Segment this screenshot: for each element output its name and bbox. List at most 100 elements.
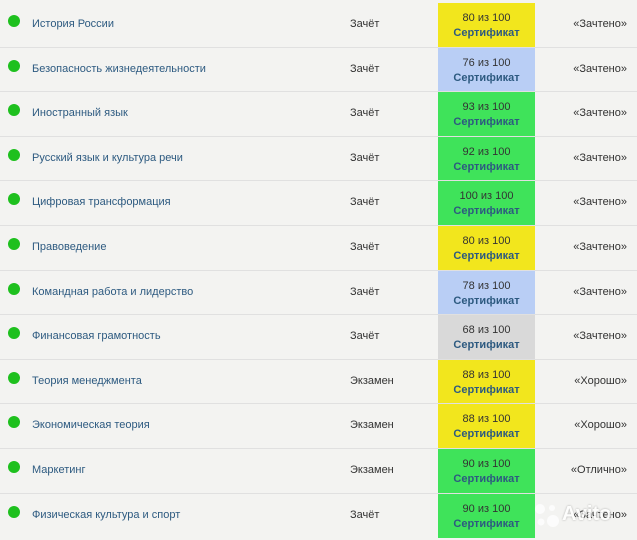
assessment-type: Зачёт bbox=[350, 18, 380, 30]
score-value: 88 из 100 bbox=[462, 368, 511, 381]
score-cell: 92 из 100 Сертификат bbox=[438, 136, 535, 181]
table-row: Экономическая теория Экзамен 88 из 100 С… bbox=[0, 404, 637, 449]
score-cell: 80 из 100 Сертификат bbox=[438, 225, 535, 270]
certificate-link[interactable]: Сертификат bbox=[453, 249, 520, 262]
subject-name[interactable]: Экономическая теория bbox=[32, 419, 150, 432]
table-row: Иностранный язык Зачёт 93 из 100 Сертифи… bbox=[0, 92, 637, 137]
assessment-type: Зачёт bbox=[350, 107, 380, 120]
subject-name[interactable]: Командная работа и лидерство bbox=[32, 285, 194, 298]
status-dot bbox=[8, 193, 20, 206]
status-dot bbox=[8, 59, 20, 72]
table-row: Командная работа и лидерство Зачёт 78 из… bbox=[0, 270, 637, 316]
certificate-link[interactable]: Сертификат bbox=[453, 71, 520, 84]
score-cell: 90 из 100 Сертификат bbox=[438, 493, 535, 539]
certificate-link[interactable]: Сертификат bbox=[453, 428, 520, 441]
score-cell: 100 из 100 Сертификат bbox=[438, 181, 535, 225]
assessment-type: Экзамен bbox=[350, 374, 394, 387]
status-dot bbox=[8, 416, 20, 429]
subject-name[interactable]: Цифровая трансформация bbox=[32, 196, 171, 209]
table-row: Русский язык и культура речи Зачёт 92 из… bbox=[0, 136, 637, 182]
score-value: 88 из 100 bbox=[462, 413, 511, 426]
status-dot bbox=[8, 371, 20, 384]
grade-result: «Хорошо» bbox=[574, 419, 627, 432]
score-cell: 93 из 100 Сертификат bbox=[438, 92, 535, 136]
table-row: История России Зачёт 80 из 100 Сертифика… bbox=[0, 3, 637, 48]
subject-name[interactable]: Правоведение bbox=[32, 240, 107, 253]
avito-watermark: Avito bbox=[532, 498, 632, 534]
grade-result: «Хорошо» bbox=[574, 374, 627, 387]
score-value: 90 из 100 bbox=[462, 502, 511, 515]
table-row: Правоведение Зачёт 80 из 100 Сертификат … bbox=[0, 225, 637, 271]
status-dot bbox=[8, 148, 20, 161]
certificate-link[interactable]: Сертификат bbox=[453, 294, 520, 307]
subject-name[interactable]: Маркетинг bbox=[32, 463, 86, 476]
score-cell: 88 из 100 Сертификат bbox=[438, 404, 535, 448]
assessment-type: Зачёт bbox=[350, 62, 380, 75]
grade-result: «Зачтено» bbox=[573, 285, 627, 298]
grade-result: «Зачтено» bbox=[573, 62, 627, 75]
grade-result: «Зачтено» bbox=[573, 508, 627, 521]
status-dot bbox=[8, 505, 20, 518]
score-cell: 76 из 100 Сертификат bbox=[438, 47, 535, 92]
grade-result: «Зачтено» bbox=[573, 18, 627, 30]
certificate-link[interactable]: Сертификат bbox=[453, 116, 520, 129]
avito-logo-icon bbox=[535, 504, 559, 527]
table-row: Безопасность жизнедеятельности Зачёт 76 … bbox=[0, 47, 637, 93]
status-dot bbox=[8, 327, 20, 340]
certificate-link[interactable]: Сертификат bbox=[453, 517, 520, 530]
score-value: 92 из 100 bbox=[462, 145, 511, 158]
grade-result: «Зачтено» bbox=[573, 240, 627, 253]
assessment-type: Экзамен bbox=[350, 463, 394, 476]
subject-name[interactable]: Безопасность жизнедеятельности bbox=[32, 62, 206, 75]
score-value: 76 из 100 bbox=[462, 56, 511, 69]
grade-result: «Зачтено» bbox=[573, 107, 627, 120]
subject-name[interactable]: Русский язык и культура речи bbox=[32, 151, 183, 164]
certificate-link[interactable]: Сертификат bbox=[453, 383, 520, 396]
score-value: 93 из 100 bbox=[462, 101, 511, 114]
status-dot bbox=[8, 237, 20, 250]
score-cell: 88 из 100 Сертификат bbox=[438, 359, 535, 404]
certificate-link[interactable]: Сертификат bbox=[453, 205, 520, 218]
watermark-text: Avito bbox=[562, 503, 612, 525]
table-row: Цифровая трансформация Зачёт 100 из 100 … bbox=[0, 181, 637, 226]
score-value: 90 из 100 bbox=[462, 457, 511, 470]
score-value: 80 из 100 bbox=[462, 12, 511, 24]
assessment-type: Зачёт bbox=[350, 330, 380, 343]
status-dot bbox=[8, 104, 20, 117]
assessment-type: Экзамен bbox=[350, 419, 394, 432]
certificate-link[interactable]: Сертификат bbox=[453, 27, 520, 39]
subject-name[interactable]: История России bbox=[32, 18, 114, 30]
score-value: 68 из 100 bbox=[462, 324, 511, 337]
certificate-link[interactable]: Сертификат bbox=[453, 339, 520, 352]
certificate-link[interactable]: Сертификат bbox=[453, 472, 520, 485]
table-row: Маркетинг Экзамен 90 из 100 Сертификат «… bbox=[0, 448, 637, 494]
table-row: Физическая культура и спорт Зачёт 90 из … bbox=[0, 493, 637, 539]
subject-name[interactable]: Теория менеджмента bbox=[32, 374, 142, 387]
certificate-link[interactable]: Сертификат bbox=[453, 160, 520, 173]
subject-name[interactable]: Физическая культура и спорт bbox=[32, 508, 181, 521]
score-cell: 68 из 100 Сертификат bbox=[438, 315, 535, 359]
grade-result: «Зачтено» bbox=[573, 330, 627, 343]
score-value: 80 из 100 bbox=[462, 234, 511, 247]
status-dot bbox=[8, 282, 20, 295]
table-row: Финансовая грамотность Зачёт 68 из 100 С… bbox=[0, 315, 637, 360]
status-dot bbox=[8, 15, 20, 27]
assessment-type: Зачёт bbox=[350, 240, 380, 253]
subject-name[interactable]: Иностранный язык bbox=[32, 107, 128, 120]
score-value: 78 из 100 bbox=[462, 279, 511, 292]
score-cell: 80 из 100 Сертификат bbox=[438, 3, 535, 47]
grade-result: «Отлично» bbox=[570, 463, 627, 476]
assessment-type: Зачёт bbox=[350, 508, 380, 521]
assessment-type: Зачёт bbox=[350, 196, 380, 209]
grades-table: История России Зачёт 80 из 100 Сертифика… bbox=[0, 3, 637, 539]
subject-name[interactable]: Финансовая грамотность bbox=[32, 330, 161, 343]
assessment-type: Зачёт bbox=[350, 151, 380, 164]
grade-result: «Зачтено» bbox=[573, 196, 627, 209]
score-cell: 90 из 100 Сертификат bbox=[438, 448, 535, 493]
table-row: Теория менеджмента Экзамен 88 из 100 Сер… bbox=[0, 359, 637, 405]
grade-result: «Зачтено» bbox=[573, 151, 627, 164]
status-dot bbox=[8, 460, 20, 473]
score-cell: 78 из 100 Сертификат bbox=[438, 270, 535, 315]
score-value: 100 из 100 bbox=[459, 190, 514, 203]
assessment-type: Зачёт bbox=[350, 285, 380, 298]
